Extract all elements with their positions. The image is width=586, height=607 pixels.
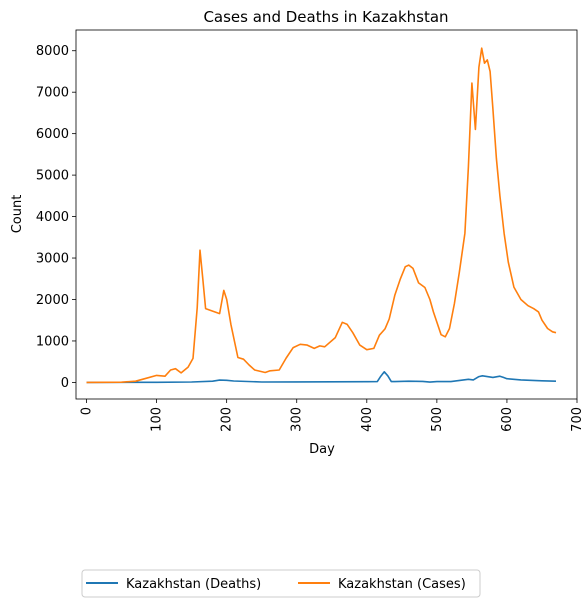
legend: Kazakhstan (Deaths) Kazakhstan (Cases) [81, 569, 481, 598]
y-tick-label: 7000 [36, 86, 69, 101]
series-line-deaths [86, 370, 557, 384]
legend-box [81, 569, 481, 598]
y-tick-label: 0 [61, 376, 69, 391]
plot-area [75, 29, 578, 400]
legend-label-deaths: Kazakhstan (Deaths) [126, 577, 261, 592]
y-axis: 0 1000 2000 3000 4000 5000 6000 7000 8000 [36, 44, 76, 391]
x-tick-label: 500 [430, 407, 445, 432]
y-tick-label: 1000 [36, 334, 69, 349]
y-tick-label: 5000 [36, 169, 69, 184]
x-tick-label: 400 [360, 407, 375, 432]
x-tick-label: 700 [570, 407, 585, 432]
series-layer [86, 47, 557, 384]
y-axis-label: Count [10, 195, 25, 234]
y-tick-label: 3000 [36, 252, 69, 267]
x-tick-label: 200 [220, 407, 235, 432]
x-axis-label: Day [309, 442, 335, 457]
x-tick-label: 600 [500, 407, 515, 432]
x-tick-label: 300 [290, 407, 305, 432]
legend-label-cases: Kazakhstan (Cases) [338, 577, 466, 592]
x-axis: 0 100 200 300 400 500 600 700 [80, 399, 585, 432]
chart-title: Cases and Deaths in Kazakhstan [203, 8, 448, 26]
y-tick-label: 4000 [36, 210, 69, 225]
x-tick-label: 100 [150, 407, 165, 432]
x-tick-label: 0 [80, 407, 95, 415]
series-line-cases [86, 47, 557, 384]
y-tick-label: 6000 [36, 127, 69, 142]
y-tick-label: 8000 [36, 44, 69, 59]
y-tick-label: 2000 [36, 293, 69, 308]
